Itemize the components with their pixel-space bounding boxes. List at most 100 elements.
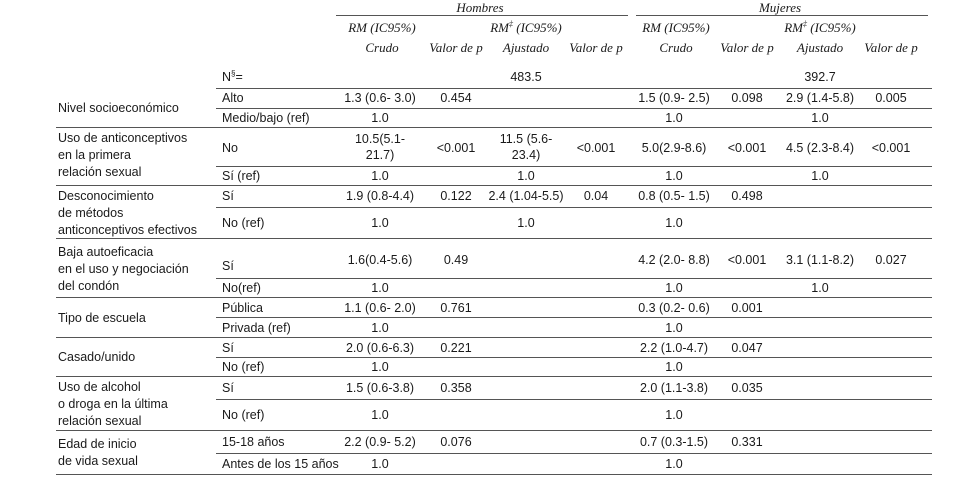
cell-h-crudo: 1.1 (0.6- 2.0): [344, 301, 416, 315]
cell-h-crudo: 10.5(5.1-: [354, 132, 406, 146]
cell-m-crudo: 1.0: [665, 169, 683, 183]
col-header-crudo-hombres: Crudo: [365, 40, 399, 55]
cell-m-crudo: 1.0: [665, 408, 683, 422]
rule: [216, 108, 932, 109]
rule: [56, 238, 932, 239]
cell-m-crudo: 0.7 (0.3-1.5): [639, 435, 709, 449]
cell-h-crudo: 1.0: [371, 408, 389, 422]
variable-label: Casado/unido: [58, 350, 136, 364]
category-label: Sí: [222, 189, 234, 203]
col-header-valor-adj-hombres: Valor de p: [569, 40, 623, 55]
rule: [216, 166, 932, 167]
n-value-mujeres: 392.7: [804, 70, 836, 84]
variable-label: Baja autoeficacia: [58, 245, 154, 259]
cell-m-p: <0.001: [727, 253, 767, 267]
variable-label: de métodos: [58, 206, 124, 220]
cell-m-crudo: 1.0: [665, 281, 683, 295]
variable-label: del condón: [58, 279, 120, 293]
rule: [56, 127, 932, 128]
cell-h-p: 0.454: [440, 91, 472, 105]
cell-m-crudo: 5.0(2.9-8.6): [641, 141, 707, 155]
cell-h-crudo: 1.3 (0.6- 3.0): [344, 91, 416, 105]
category-label: Sí: [222, 259, 234, 273]
col-header-rm-adj-hombres: RM‡ (IC95%): [490, 19, 562, 35]
rule: [216, 453, 932, 454]
variable-label: relación sexual: [58, 165, 142, 179]
cell-m-aj: 3.1 (1.1-8.2): [785, 253, 855, 267]
variable-label: de vida sexual: [58, 454, 138, 468]
col-header-valor-mujeres: Valor de p: [720, 40, 774, 55]
col-header-valor-hombres: Valor de p: [429, 40, 483, 55]
col-header-rm-mujeres: RM (IC95%): [642, 20, 710, 35]
rule: [216, 207, 932, 208]
cell-m-aj: 1.0: [811, 281, 829, 295]
cell-m-p: 0.498: [731, 189, 763, 203]
cell-h-crudo: 1.0: [371, 360, 389, 374]
cell-h-crudo: 1.0: [371, 169, 389, 183]
cell-h-p: 0.761: [440, 301, 472, 315]
variable-label: en la primera: [58, 148, 131, 162]
rule: [56, 297, 932, 298]
cell-h-p: 0.221: [440, 341, 472, 355]
cell-m-aj: 1.0: [811, 111, 829, 125]
col-header-crudo-mujeres: Crudo: [659, 40, 693, 55]
rule: [56, 376, 932, 377]
cell-h-p: 0.076: [440, 435, 472, 449]
group-header-mujeres: Mujeres: [758, 0, 802, 15]
variable-label: Edad de inicio: [58, 437, 137, 451]
variable-label: o droga en la última: [58, 397, 168, 411]
rule: [216, 278, 932, 279]
cell-m-aj: 4.5 (2.3-8.4): [785, 141, 855, 155]
cell-h-p: 0.122: [440, 189, 472, 203]
col-header-ajustado-hombres: Ajustado: [502, 40, 550, 55]
variable-label: Uso de alcohol: [58, 380, 141, 394]
cell-h-aj: 1.0: [517, 216, 535, 230]
cell-m-crudo: 1.0: [665, 216, 683, 230]
category-label: Pública: [222, 301, 263, 315]
cell-m-crudo: 1.0: [665, 111, 683, 125]
header-rule-hombres: [336, 15, 628, 16]
cell-h-p: 0.358: [440, 381, 472, 395]
cell-h-aj: 2.4 (1.04-5.5): [488, 189, 564, 203]
category-label: Alto: [222, 91, 244, 105]
cell-m-crudo: 0.3 (0.2- 0.6): [638, 301, 710, 315]
cell-m-pa: 0.005: [875, 91, 907, 105]
cell-h-crudo: 1.0: [371, 111, 389, 125]
cell-m-crudo: 1.0: [665, 321, 683, 335]
category-label: Sí: [222, 381, 234, 395]
cell-h-crudo: 21.7): [365, 148, 395, 162]
variable-label: relación sexual: [58, 414, 142, 428]
category-label: Antes de los 15 años: [222, 457, 339, 471]
category-label: 15-18 años: [222, 435, 285, 449]
cell-m-aj: 1.0: [811, 169, 829, 183]
rule: [216, 88, 932, 89]
rule: [216, 399, 932, 400]
cell-m-crudo: 2.0 (1.1-3.8): [639, 381, 709, 395]
category-label: No (ref): [222, 408, 265, 422]
variable-label: en el uso y negociación: [58, 262, 189, 276]
cell-h-crudo: 1.0: [371, 457, 389, 471]
rule: [216, 357, 932, 358]
rule: [56, 430, 932, 431]
cell-h-aj: 1.0: [517, 169, 535, 183]
variable-label: Nivel socioeconómico: [58, 101, 179, 115]
category-label: No(ref): [222, 281, 261, 295]
cell-h-pa: <0.001: [576, 141, 616, 155]
cell-h-pa: 0.04: [583, 189, 609, 203]
rule: [216, 317, 932, 318]
cell-m-crudo: 1.5 (0.9- 2.5): [638, 91, 710, 105]
cell-m-p: 0.035: [731, 381, 763, 395]
cell-m-aj: 2.9 (1.4-5.8): [785, 91, 855, 105]
rule: [56, 474, 932, 475]
category-label: No (ref): [222, 360, 265, 374]
cell-m-p: 0.001: [731, 301, 763, 315]
cell-h-crudo: 1.9 (0.8-4.4): [345, 189, 415, 203]
cell-m-crudo: 1.0: [665, 457, 683, 471]
cell-m-crudo: 1.0: [665, 360, 683, 374]
category-label: Medio/bajo (ref): [222, 111, 310, 125]
cell-h-crudo: 2.0 (0.6-6.3): [345, 341, 415, 355]
cell-h-crudo: 1.0: [371, 281, 389, 295]
cell-h-crudo: 1.0: [371, 321, 389, 335]
cell-m-crudo: 2.2 (1.0-4.7): [639, 341, 709, 355]
col-header-valor-adj-mujeres: Valor de p: [864, 40, 918, 55]
